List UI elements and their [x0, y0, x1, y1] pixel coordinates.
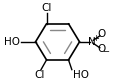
Text: −: − [101, 47, 108, 56]
Text: HO: HO [4, 37, 20, 47]
Text: Cl: Cl [34, 70, 45, 80]
Text: O: O [96, 44, 105, 54]
Text: N: N [87, 37, 95, 47]
Text: Cl: Cl [41, 3, 51, 13]
Text: HO: HO [72, 70, 88, 80]
Text: O: O [96, 29, 105, 39]
Text: +: + [91, 34, 98, 43]
